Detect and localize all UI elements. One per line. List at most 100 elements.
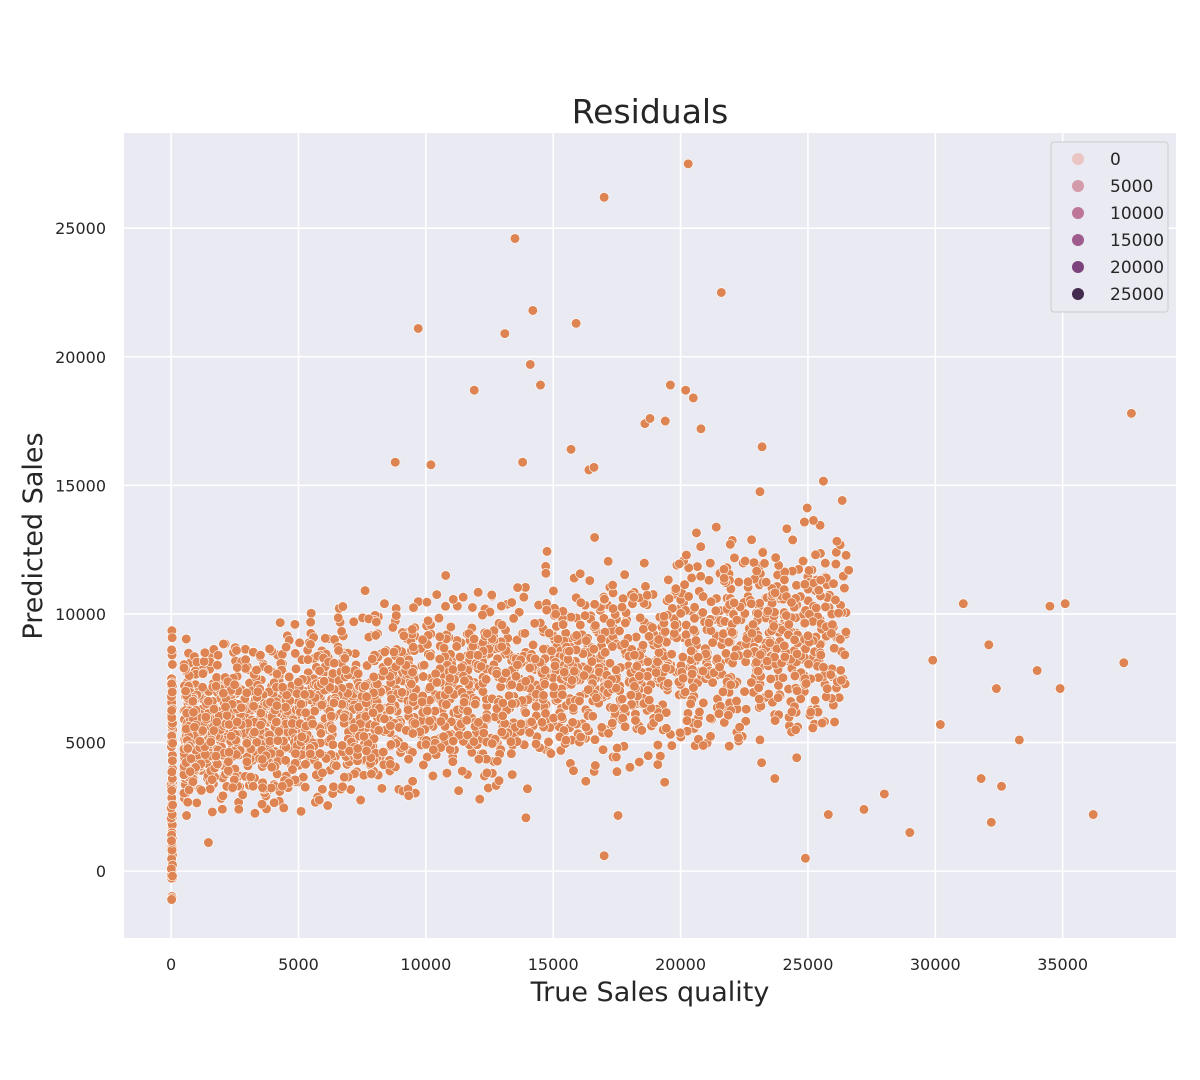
scatter-point <box>603 679 614 690</box>
y-axis-label: Predicted Sales <box>18 432 49 639</box>
scatter-point <box>762 605 773 617</box>
scatter-point <box>652 759 663 770</box>
scatter-point <box>801 678 812 689</box>
scatter-point <box>331 760 342 771</box>
scatter-point <box>779 651 790 663</box>
scatter-point <box>272 735 283 746</box>
scatter-point <box>679 579 690 590</box>
scatter-point <box>277 781 288 792</box>
scatter-point <box>290 663 302 674</box>
scatter-point <box>245 771 256 783</box>
scatter-point <box>741 704 752 715</box>
scatter-point <box>527 639 539 650</box>
scatter-point <box>440 601 451 612</box>
scatter-point <box>831 536 842 547</box>
scatter-point <box>300 707 311 718</box>
scatter-point <box>487 738 498 749</box>
scatter-point <box>358 731 369 742</box>
scatter-point <box>697 607 708 618</box>
scatter-point <box>418 671 429 682</box>
scatter-point <box>739 555 751 567</box>
scatter-point <box>669 620 681 631</box>
scatter-point <box>725 679 736 690</box>
scatter-point <box>424 715 435 727</box>
y-tick-label: 15000 <box>55 476 106 495</box>
scatter-point <box>430 668 441 679</box>
scatter-point <box>373 725 384 736</box>
scatter-point <box>734 722 745 733</box>
scatter-point <box>611 664 622 675</box>
scatter-point <box>431 677 442 688</box>
x-tick-label: 10000 <box>400 955 451 974</box>
scatter-point <box>777 672 789 683</box>
scatter-point <box>835 665 846 676</box>
scatter-point <box>417 634 428 645</box>
scatter-point <box>438 642 450 654</box>
scatter-point <box>284 671 295 683</box>
scatter-point <box>545 748 557 759</box>
scatter-point <box>535 379 546 391</box>
scatter-point <box>181 810 192 821</box>
scatter-point <box>764 637 775 648</box>
scatter-point <box>565 444 577 455</box>
scatter-point <box>388 646 399 658</box>
scatter-point <box>540 708 551 719</box>
scatter-point <box>731 614 743 626</box>
scatter-point <box>658 611 670 622</box>
scatter-point <box>407 728 418 739</box>
scatter-point <box>526 716 537 727</box>
scatter-point <box>317 784 328 795</box>
scatter-point <box>746 598 757 609</box>
scatter-point <box>378 666 389 677</box>
scatter-point <box>829 643 840 654</box>
legend-marker <box>1072 234 1084 246</box>
scatter-point <box>519 628 530 639</box>
scatter-point <box>710 605 721 616</box>
scatter-point <box>663 574 674 585</box>
scatter-point <box>557 619 569 630</box>
scatter-point <box>756 757 767 768</box>
scatter-point <box>275 617 286 628</box>
scatter-point <box>803 565 815 576</box>
scatter-point <box>642 590 653 601</box>
scatter-point <box>1044 601 1056 612</box>
scatter-point <box>612 810 624 821</box>
scatter-point <box>581 722 592 733</box>
scatter-point <box>808 515 819 526</box>
scatter-point <box>596 633 607 644</box>
scatter-point <box>754 693 765 705</box>
scatter-point <box>675 608 686 619</box>
scatter-point <box>302 654 314 665</box>
scatter-point <box>324 682 336 693</box>
scatter-point <box>205 736 216 747</box>
scatter-point <box>500 667 512 678</box>
scatter-point <box>686 645 697 656</box>
scatter-point <box>481 674 492 685</box>
scatter-point <box>640 581 651 592</box>
scatter-point <box>222 710 233 721</box>
scatter-point <box>559 667 570 678</box>
scatter-point <box>703 575 715 586</box>
scatter-point <box>830 558 841 570</box>
scatter-point <box>300 782 311 793</box>
scatter-point <box>232 662 243 673</box>
scatter-point <box>705 713 716 724</box>
scatter-point <box>818 662 829 673</box>
scatter-point <box>255 650 266 661</box>
scatter-point <box>407 624 418 635</box>
scatter-point <box>688 392 699 404</box>
scatter-point <box>167 659 178 670</box>
scatter-point <box>566 612 577 623</box>
scatter-point <box>197 668 209 679</box>
x-tick-label: 15000 <box>528 955 579 974</box>
scatter-point <box>453 785 464 796</box>
scatter-point <box>269 797 280 808</box>
scatter-point <box>470 699 481 710</box>
scatter-point <box>422 615 434 626</box>
scatter-point <box>720 648 732 659</box>
scatter-point <box>348 723 359 734</box>
scatter-point <box>544 628 555 639</box>
scatter-point <box>840 626 852 638</box>
scatter-point <box>843 565 854 576</box>
scatter-point <box>781 610 792 621</box>
